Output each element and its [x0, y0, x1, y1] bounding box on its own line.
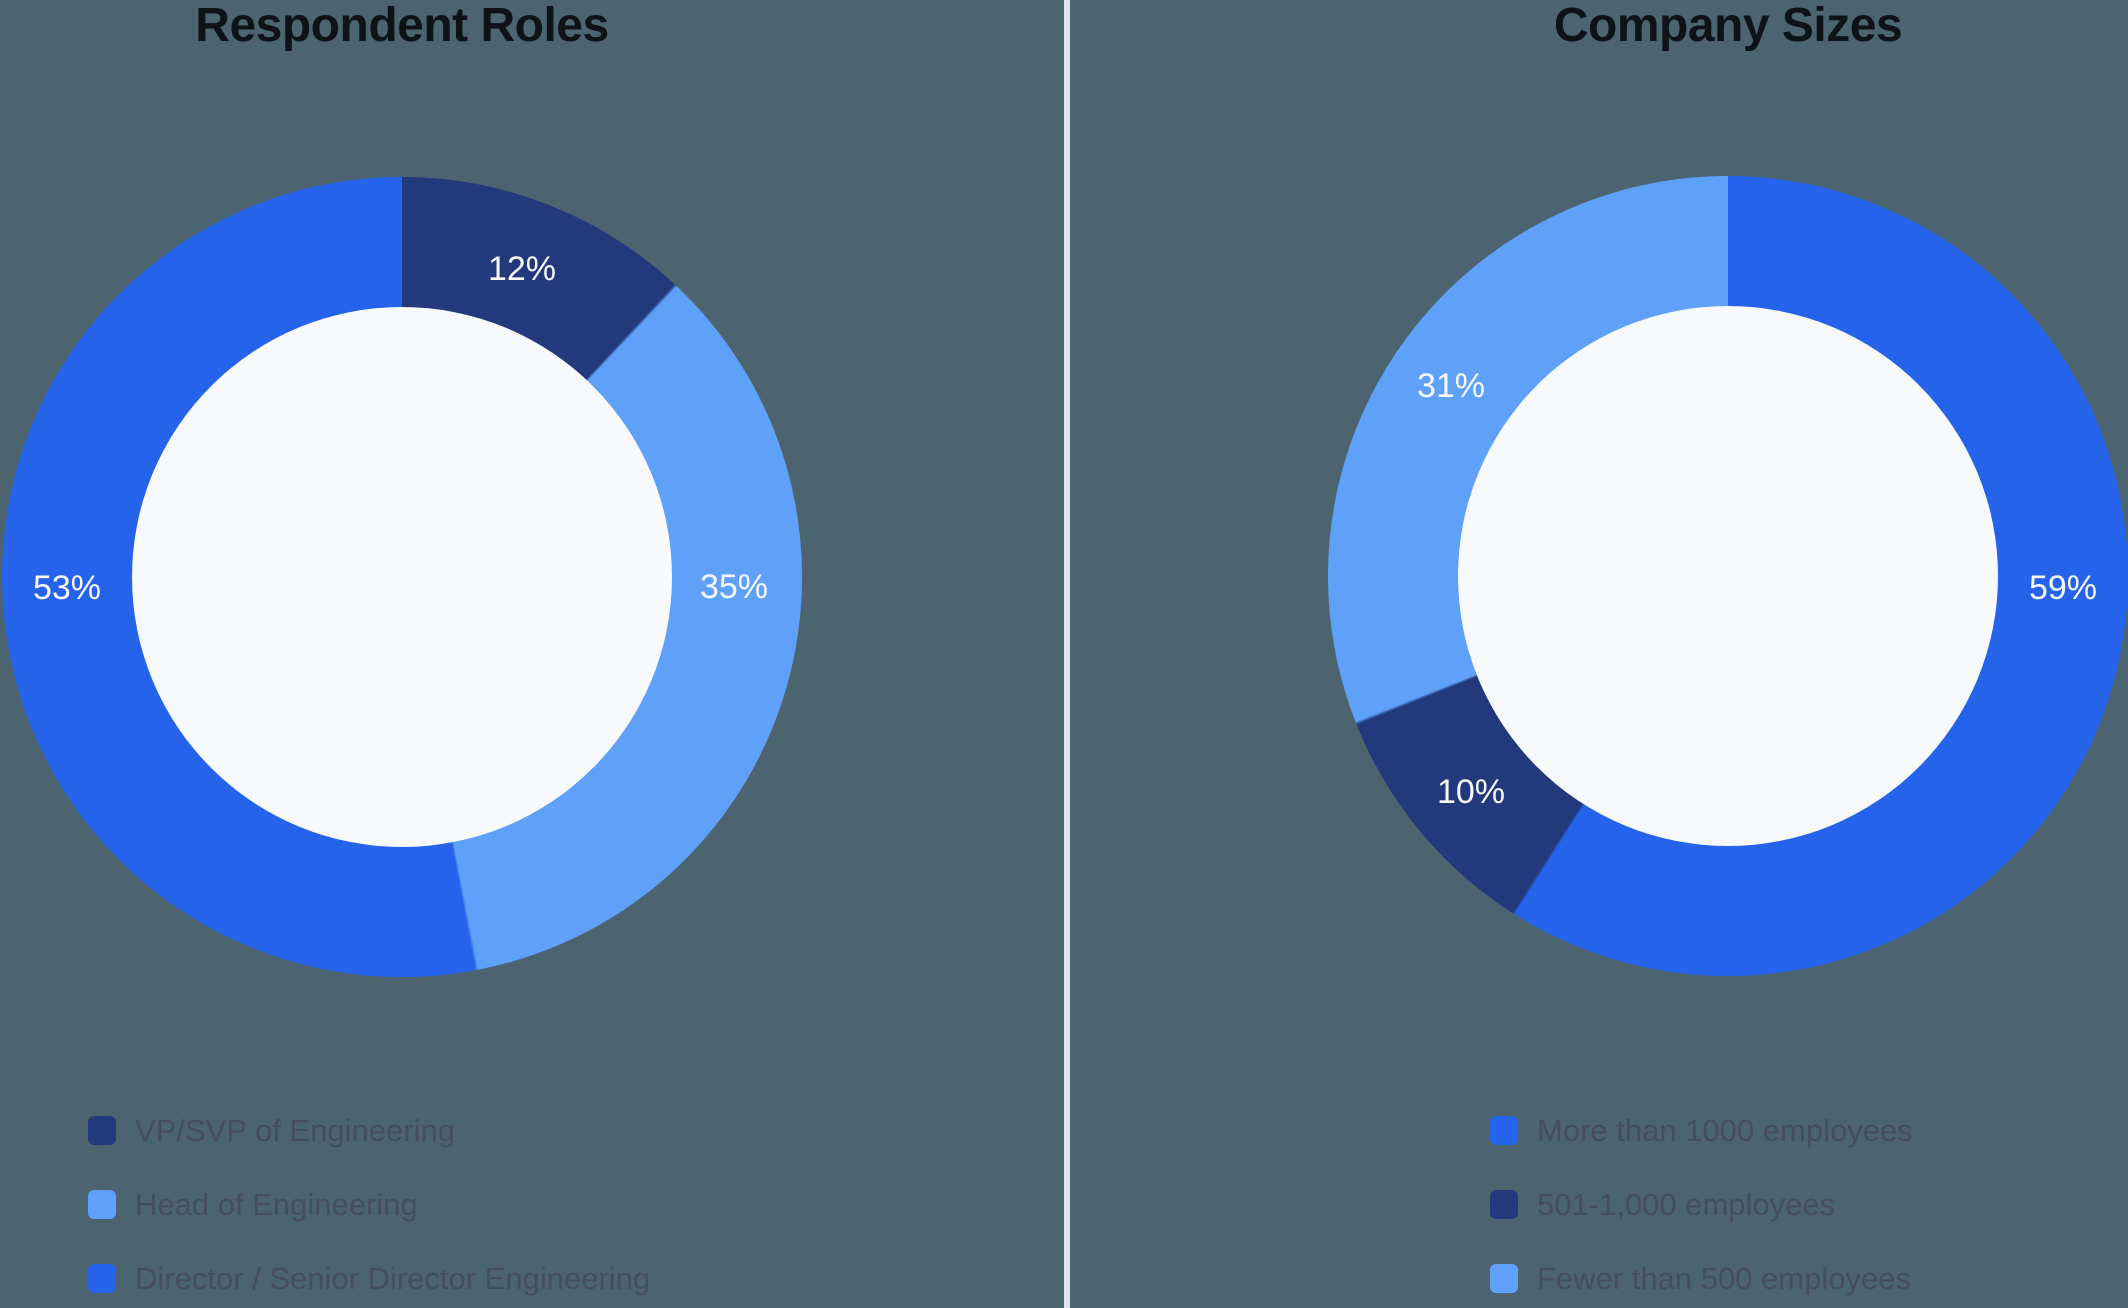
- legend-item: Fewer than 500 employees: [1490, 1261, 1913, 1296]
- donut-hole: [132, 307, 672, 847]
- legend-item-label: Head of Engineering: [135, 1187, 418, 1222]
- legend-swatch: [88, 1264, 116, 1293]
- legend-swatch: [1490, 1190, 1518, 1219]
- legend-swatch: [88, 1116, 116, 1145]
- legend-swatch: [1490, 1116, 1518, 1145]
- legend-item: 501-1,000 employees: [1490, 1187, 1913, 1222]
- legend-item-label: More than 1000 employees: [1537, 1113, 1913, 1148]
- slice-label: 12%: [487, 250, 557, 288]
- slice-label: 59%: [2028, 569, 2098, 607]
- legend-swatch: [88, 1190, 116, 1219]
- slice-label: 31%: [1416, 367, 1486, 405]
- legend-swatch: [1490, 1264, 1518, 1293]
- panel-divider: [1064, 0, 1070, 1308]
- legend-item: Director / Senior Director Engineering: [88, 1261, 651, 1296]
- legend: More than 1000 employees 501-1,000 emplo…: [1490, 1113, 1913, 1296]
- chart-title: Respondent Roles: [195, 0, 609, 52]
- chart-title: Company Sizes: [1553, 0, 1903, 52]
- legend-item-label: VP/SVP of Engineering: [135, 1113, 455, 1148]
- legend-item: More than 1000 employees: [1490, 1113, 1913, 1148]
- slice-label: 10%: [1436, 773, 1506, 811]
- legend-item: Head of Engineering: [88, 1187, 650, 1222]
- slice-label: 35%: [699, 568, 769, 606]
- legend: VP/SVP of Engineering Head of Engineerin…: [88, 1113, 651, 1296]
- legend-item-label: Fewer than 500 employees: [1537, 1261, 1911, 1296]
- donut-chart-respondent-roles: 12% 35% 53%: [2, 177, 802, 977]
- legend-item-label: Director / Senior Director Engineering: [135, 1261, 651, 1296]
- legend-item: VP/SVP of Engineering: [88, 1113, 650, 1148]
- slice-label: 53%: [32, 569, 102, 607]
- donut-hole: [1458, 306, 1998, 846]
- legend-item-label: 501-1,000 employees: [1537, 1187, 1836, 1222]
- donut-chart-company-sizes: 59% 10% 31%: [1328, 176, 2128, 976]
